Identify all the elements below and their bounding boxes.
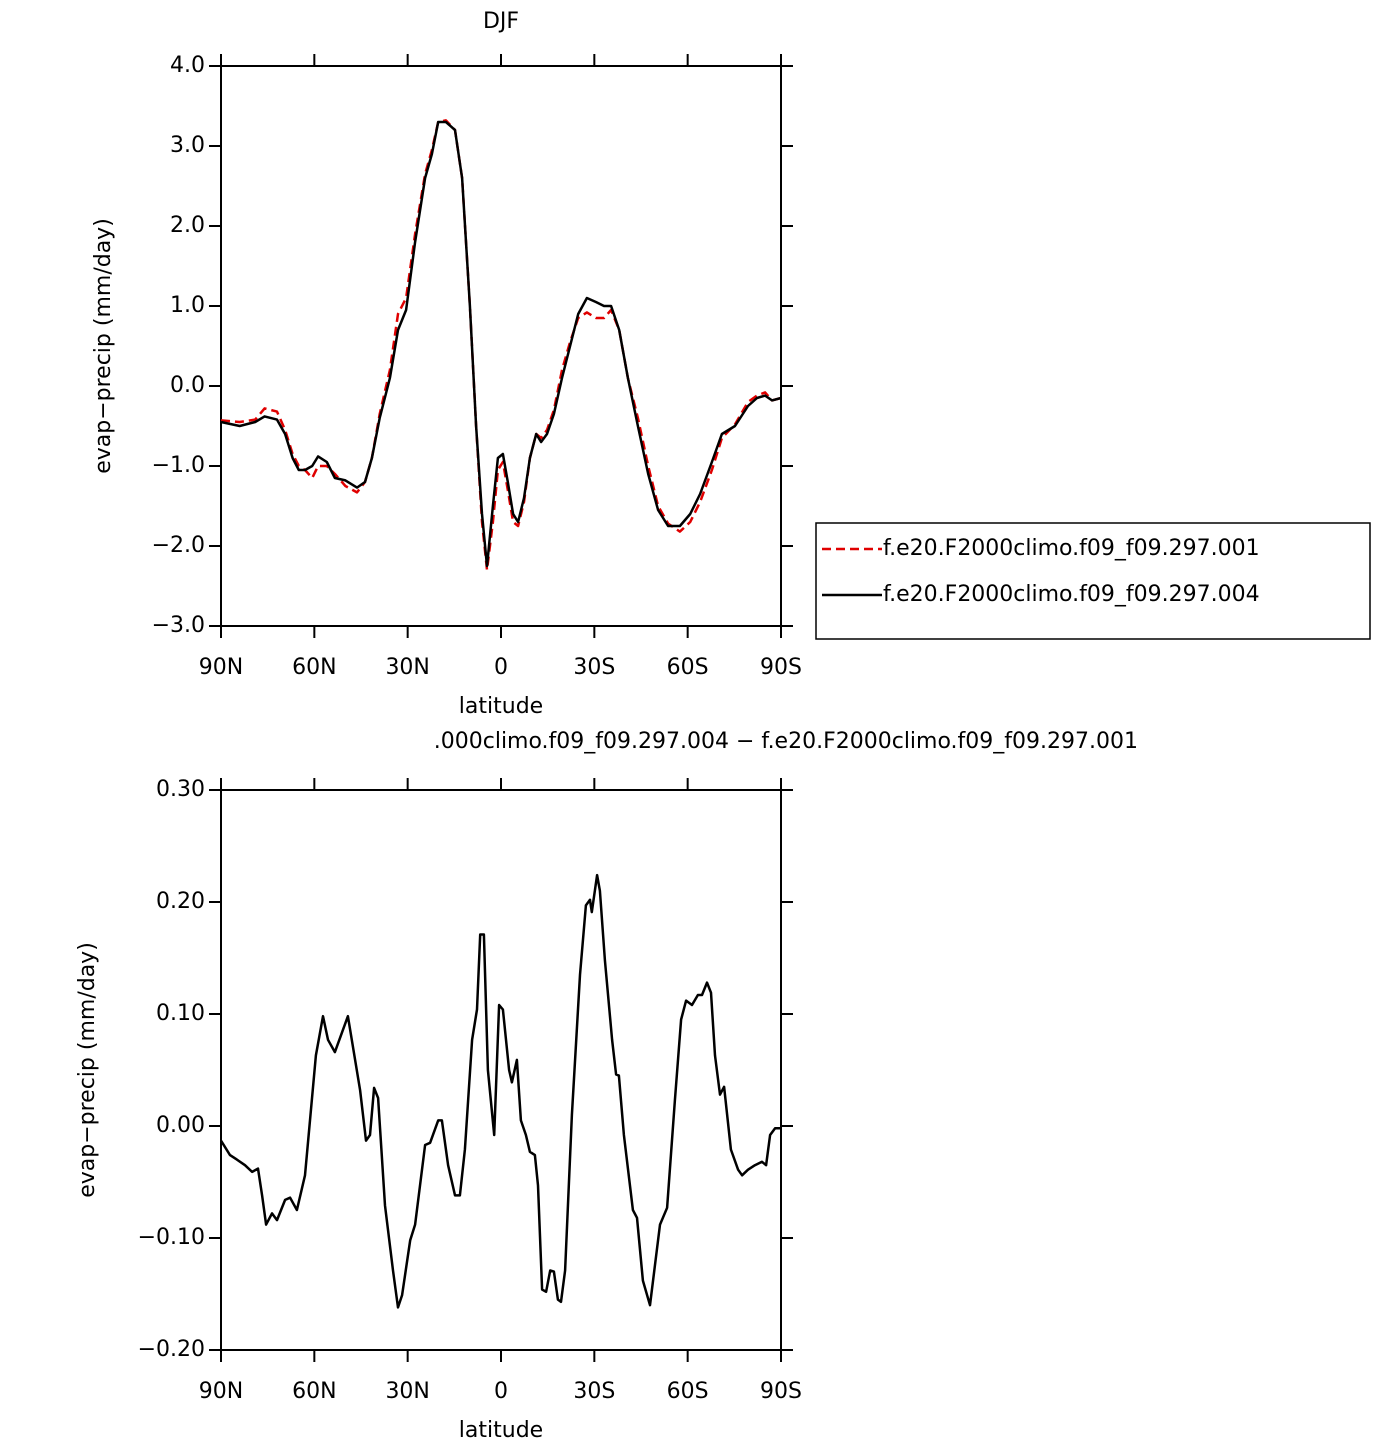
y-tick-label: 0.30 [156, 777, 205, 802]
x-tick-label: 30N [385, 655, 429, 680]
y-tick-label: −2.0 [152, 533, 205, 558]
y-tick-label: 1.0 [170, 293, 205, 318]
y-axis-label: evap−precip (mm/day) [91, 218, 116, 474]
y-tick-label: 0.00 [156, 1113, 205, 1138]
y-tick-label: 0.20 [156, 889, 205, 914]
plot-frame [220, 789, 782, 1351]
x-tick-label: 30S [573, 655, 615, 680]
y-axis-label: evap−precip (mm/day) [75, 942, 100, 1198]
y-tick-label: 4.0 [170, 53, 205, 78]
chart-title: .000climo.f09_f09.297.004 − f.e20.F2000c… [434, 729, 1138, 754]
legend-label: f.e20.F2000climo.f09_f09.297.004 [883, 582, 1260, 607]
legend-box [815, 522, 1371, 640]
y-tick-label: 3.0 [170, 133, 205, 158]
x-tick-label: 90S [760, 1379, 802, 1404]
x-tick-label: 60S [667, 1379, 709, 1404]
x-tick-label: 60S [667, 655, 709, 680]
data-line [220, 120, 782, 568]
x-tick-label: 0 [494, 1379, 508, 1404]
y-tick-label: 0.10 [156, 1001, 205, 1026]
y-tick-label: −3.0 [152, 613, 205, 638]
chart-title: DJF [483, 9, 519, 34]
x-tick-label: 60N [292, 1379, 336, 1404]
y-tick-label: −0.10 [138, 1225, 205, 1250]
x-tick-label: 90S [760, 655, 802, 680]
x-tick-label: 0 [494, 655, 508, 680]
x-tick-label: 90N [199, 1379, 243, 1404]
x-tick-label: 30S [573, 1379, 615, 1404]
y-tick-label: −1.0 [152, 453, 205, 478]
y-tick-label: 2.0 [170, 213, 205, 238]
data-line [219, 873, 781, 1309]
x-axis-label: latitude [459, 1418, 543, 1443]
y-tick-label: 0.0 [170, 373, 205, 398]
x-tick-label: 90N [199, 655, 243, 680]
x-tick-label: 60N [292, 655, 336, 680]
legend-label: f.e20.F2000climo.f09_f09.297.001 [883, 536, 1260, 561]
y-tick-label: −0.20 [138, 1337, 205, 1362]
x-tick-label: 30N [385, 1379, 429, 1404]
plot-frame [220, 65, 782, 627]
x-axis-label: latitude [459, 694, 543, 719]
